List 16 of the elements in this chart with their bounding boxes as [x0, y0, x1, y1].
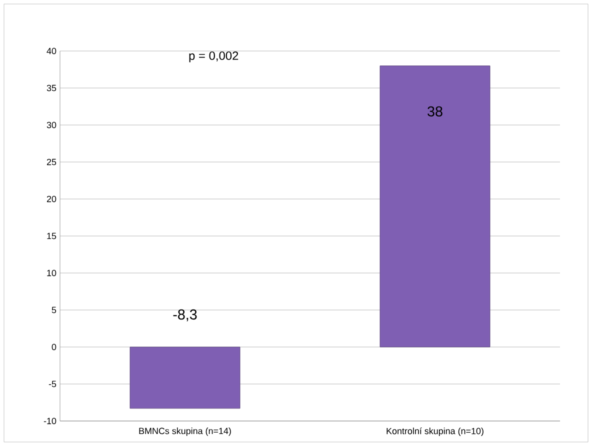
y-tick-label: 20 [46, 196, 56, 202]
x-tick-label: Kontrolní skupina (n=10) [386, 428, 484, 436]
x-tick-label: BMNCs skupina (n=14) [139, 428, 231, 436]
data-label: -8,3 [173, 309, 197, 322]
y-tick-label: 0 [52, 344, 56, 350]
y-tick-label: 30 [46, 122, 56, 128]
y-tick-label: 25 [46, 158, 56, 166]
y-tick-label: 40 [46, 48, 56, 54]
y-tick-label: 15 [47, 232, 56, 240]
y-tick-label: 35 [46, 84, 56, 92]
annotation: p = 0,002 [189, 51, 238, 62]
y-tick-label: -5 [48, 380, 56, 388]
y-tick-label: 10 [47, 270, 56, 276]
data-label: 38 [428, 106, 442, 116]
y-tick-label: 5 [52, 306, 56, 314]
y-tick-label: -10 [44, 418, 56, 424]
